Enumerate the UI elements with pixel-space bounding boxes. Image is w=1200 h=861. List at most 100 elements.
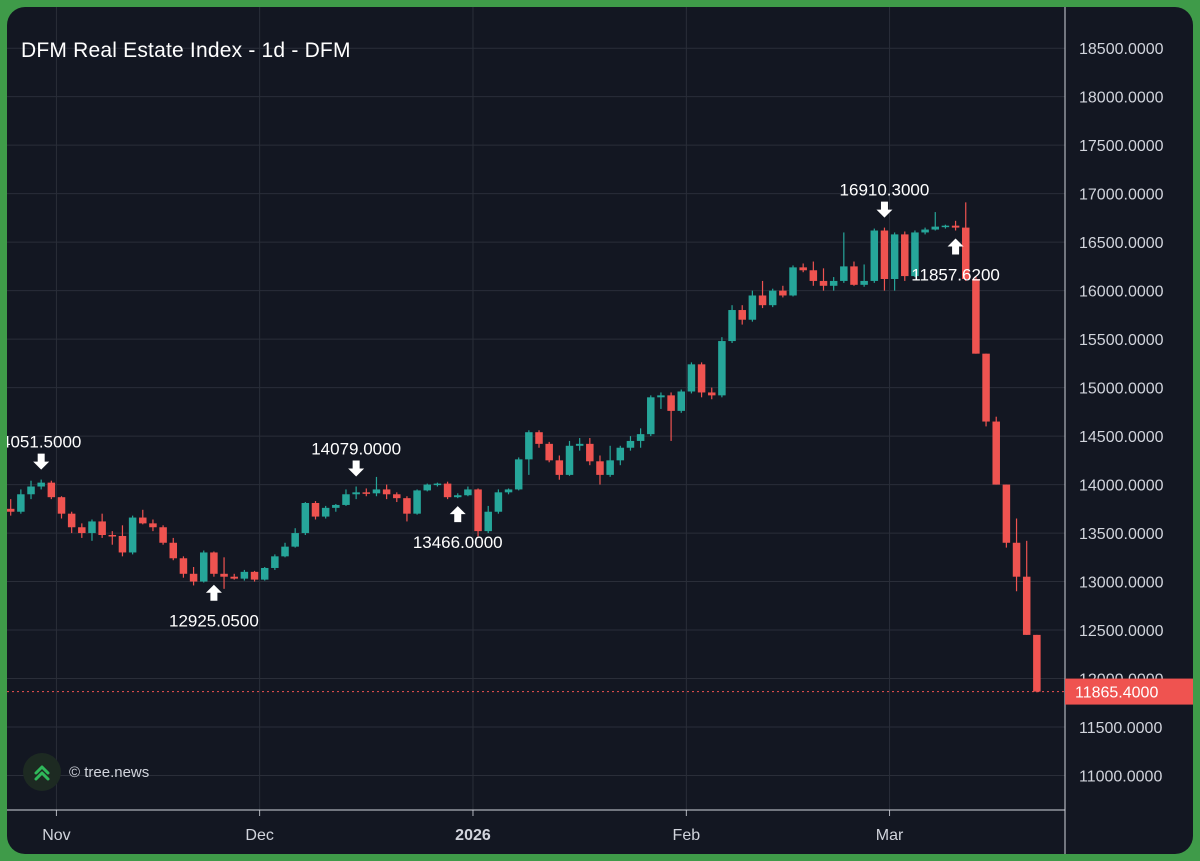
candle-body xyxy=(332,504,340,508)
candle-body xyxy=(189,573,198,582)
price-annotation: 4051.5000 xyxy=(7,433,81,452)
arrow-up-icon xyxy=(205,584,222,601)
candle-body xyxy=(677,391,686,411)
chart-title: DFM Real Estate Index - 1d - DFM xyxy=(21,39,351,62)
candle-body xyxy=(728,310,736,342)
candle-body xyxy=(220,573,228,577)
y-tick-label: 13000.0000 xyxy=(1079,575,1164,592)
candle-body xyxy=(199,552,208,582)
candle-body xyxy=(1012,542,1021,577)
candle-body xyxy=(921,229,929,233)
candle-body xyxy=(718,341,726,396)
y-tick-label: 17000.0000 xyxy=(1079,187,1164,204)
candle-body xyxy=(667,395,675,411)
arrow-up-icon xyxy=(947,238,964,255)
arrow-down-icon xyxy=(876,201,893,218)
candle-body xyxy=(128,517,137,553)
y-tick-label: 18000.0000 xyxy=(1079,90,1164,107)
y-tick-label: 11500.0000 xyxy=(1079,720,1162,737)
candle-body xyxy=(647,397,655,435)
candle-body xyxy=(1002,484,1011,543)
price-annotation: 13466.0000 xyxy=(413,533,503,552)
candle-body xyxy=(1033,634,1041,692)
candle-body xyxy=(789,267,797,296)
candle-body xyxy=(504,489,513,493)
candle-body xyxy=(37,482,45,487)
candle-body xyxy=(890,234,899,279)
candle-body xyxy=(636,434,645,441)
candle-body xyxy=(433,483,442,486)
arrow-down-icon xyxy=(33,453,50,470)
candle-body xyxy=(88,521,96,534)
y-tick-label: 17500.0000 xyxy=(1079,138,1164,155)
candle-body xyxy=(555,460,564,475)
candle-body xyxy=(972,278,980,354)
y-tick-label: 16500.0000 xyxy=(1079,235,1164,252)
y-tick-label: 14500.0000 xyxy=(1079,429,1164,446)
arrow-up-icon xyxy=(449,506,466,523)
candlestick-chart[interactable]: 11000.000011500.000012000.000012500.0000… xyxy=(7,7,1193,854)
candle-body xyxy=(819,280,828,286)
y-tick-label: 13500.0000 xyxy=(1079,526,1164,543)
candle-body xyxy=(413,490,421,514)
candle-body xyxy=(159,527,167,543)
candle-body xyxy=(707,392,716,396)
candle-body xyxy=(342,494,350,505)
x-tick-label: Mar xyxy=(876,827,904,844)
candle-body xyxy=(423,484,432,491)
candle-body xyxy=(535,432,543,444)
candle-body xyxy=(27,486,35,495)
x-tick-label: Nov xyxy=(42,827,70,844)
watermark[interactable]: © tree.news xyxy=(23,753,149,791)
candle-body xyxy=(260,567,269,580)
candle-body xyxy=(565,445,574,475)
candle-body xyxy=(840,266,848,281)
candle-body xyxy=(606,460,614,475)
candle-body xyxy=(1022,576,1031,635)
candle-body xyxy=(514,459,523,490)
candle-body xyxy=(992,421,1000,485)
candle-body xyxy=(951,225,960,228)
y-tick-label: 14000.0000 xyxy=(1079,478,1164,495)
y-tick-label: 11000.0000 xyxy=(1079,769,1162,786)
candle-body xyxy=(464,489,472,496)
candle-body xyxy=(850,266,858,285)
candle-body xyxy=(596,461,604,475)
candle-body xyxy=(403,498,411,514)
candle-body xyxy=(616,447,625,461)
candle-body xyxy=(67,513,76,528)
last-price-label: 11865.4000 xyxy=(1075,685,1158,702)
candle-body xyxy=(108,535,117,537)
candle-body xyxy=(779,290,787,296)
y-tick-label: 15000.0000 xyxy=(1079,381,1164,398)
candle-body xyxy=(362,492,371,494)
arrow-down-icon xyxy=(348,460,365,477)
y-tick-label: 18500.0000 xyxy=(1079,41,1164,58)
x-tick-label: Dec xyxy=(245,827,273,844)
price-annotation: 14079.0000 xyxy=(311,440,401,459)
last-price-badge xyxy=(1065,678,1193,705)
double-chevron-up-icon xyxy=(23,753,61,791)
candle-body xyxy=(484,511,492,532)
chart-frame: 11000.000011500.000012000.000012500.0000… xyxy=(7,7,1193,854)
y-tick-label: 15500.0000 xyxy=(1079,332,1164,349)
candle-body xyxy=(911,232,919,277)
x-tick-label: 2026 xyxy=(455,827,491,844)
candle-body xyxy=(230,576,238,579)
candle-body xyxy=(453,495,462,498)
candle-body xyxy=(941,225,950,228)
candle-body xyxy=(809,270,818,281)
candle-body xyxy=(799,267,807,271)
candle-body xyxy=(321,507,330,517)
candle-body xyxy=(687,364,696,392)
candle-body xyxy=(382,489,391,495)
candle-body xyxy=(291,533,299,547)
candle-body xyxy=(525,432,533,460)
candle-body xyxy=(738,310,746,320)
candle-body xyxy=(271,556,279,568)
candle-body xyxy=(179,558,188,574)
candle-body xyxy=(98,521,106,536)
candle-body xyxy=(301,503,310,534)
candle-body xyxy=(281,546,289,557)
candle-body xyxy=(372,489,381,494)
